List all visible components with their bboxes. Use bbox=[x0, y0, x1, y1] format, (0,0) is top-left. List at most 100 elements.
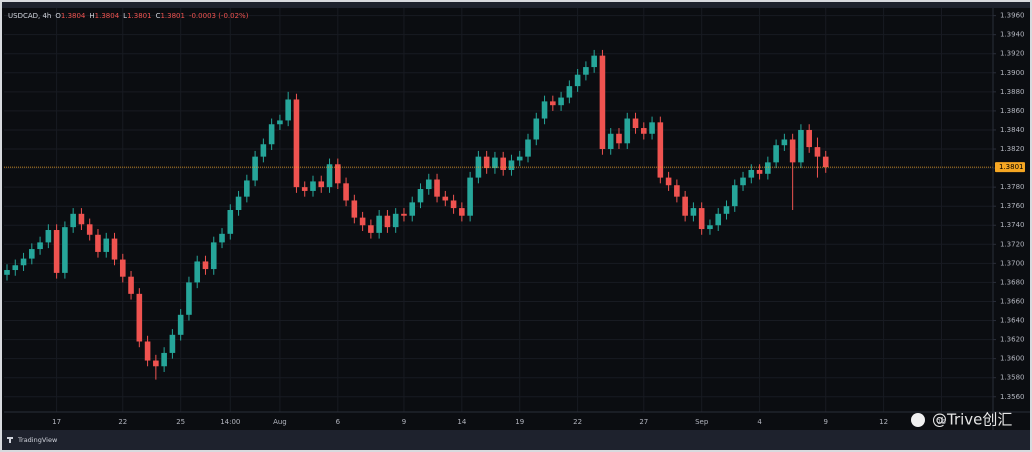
header-item: O bbox=[55, 12, 61, 20]
header: USDCAD, 4h O1.3804 H1.3804 L1.3801 C1.3801 -0… bbox=[8, 12, 249, 20]
header-item: 1.3801 bbox=[160, 12, 185, 20]
header-item: L bbox=[123, 12, 127, 20]
candle-body bbox=[227, 210, 234, 234]
watermark-icon bbox=[911, 413, 925, 427]
x-tick-label: 12 bbox=[879, 418, 888, 426]
candle-body bbox=[70, 213, 76, 228]
x-tick-label: 22 bbox=[573, 418, 582, 426]
candle-body bbox=[574, 74, 581, 87]
candle-body bbox=[301, 187, 308, 191]
brand-logo bbox=[7, 437, 13, 443]
candle-body bbox=[541, 101, 548, 119]
x-tick-label: 9 bbox=[402, 418, 406, 426]
candle-body bbox=[781, 139, 788, 146]
candle-body bbox=[773, 145, 779, 163]
candle-body bbox=[260, 144, 267, 157]
x-tick-label: 4 bbox=[757, 418, 762, 426]
candle-body bbox=[161, 352, 167, 367]
candle-body bbox=[566, 86, 573, 98]
x-tick-label: 25 bbox=[176, 418, 185, 426]
candle-body bbox=[632, 118, 639, 129]
candle-body bbox=[550, 101, 556, 106]
candle-body bbox=[392, 213, 399, 228]
x-tick-label: 17 bbox=[52, 418, 61, 426]
y-tick-label: 1.3680 bbox=[1000, 278, 1025, 286]
candle-body bbox=[616, 133, 622, 144]
candle-body bbox=[53, 230, 60, 273]
candle-body bbox=[95, 234, 101, 252]
candle-body bbox=[62, 227, 68, 273]
candle-body bbox=[335, 164, 341, 184]
watermark: @Trive创汇 bbox=[932, 411, 1012, 429]
header-item: 1.3801 bbox=[127, 12, 152, 20]
header-item: H bbox=[89, 12, 94, 20]
candle-body bbox=[384, 215, 391, 228]
candle-body bbox=[409, 202, 416, 216]
candle-body bbox=[822, 156, 829, 168]
candle-body bbox=[756, 169, 763, 174]
candle-body bbox=[45, 230, 52, 243]
candle-body bbox=[715, 213, 722, 226]
candle-body bbox=[806, 129, 812, 148]
candle-body bbox=[285, 99, 291, 121]
header-item: C bbox=[156, 12, 161, 20]
candle-body bbox=[698, 208, 705, 230]
candle-body bbox=[12, 265, 19, 271]
candle-body bbox=[343, 183, 349, 201]
y-tick-label: 1.3560 bbox=[1000, 393, 1025, 401]
y-tick-label: 1.3920 bbox=[1000, 50, 1025, 58]
top-bar bbox=[2, 2, 1030, 8]
y-tick-label: 1.3780 bbox=[1000, 183, 1025, 191]
candle-body bbox=[252, 156, 258, 181]
candle-body bbox=[442, 196, 449, 201]
candle-body bbox=[20, 258, 27, 266]
candle-body bbox=[235, 196, 242, 210]
candle-body bbox=[293, 99, 300, 188]
x-tick-label: 16 bbox=[937, 418, 946, 426]
candle-body bbox=[153, 360, 159, 367]
y-tick-label: 1.3880 bbox=[1000, 88, 1025, 96]
y-tick-label: 1.3580 bbox=[1000, 374, 1025, 382]
candle-body bbox=[359, 217, 366, 226]
candle-body bbox=[186, 282, 192, 315]
y-tick-label: 1.3840 bbox=[1000, 126, 1025, 134]
y-tick-label: 1.3760 bbox=[1000, 202, 1025, 210]
candle-body bbox=[202, 261, 209, 270]
candle-body bbox=[425, 179, 432, 190]
header-item: USDCAD, 4h bbox=[8, 12, 51, 20]
candle-body bbox=[731, 185, 738, 207]
last-price-label: 1.3801 bbox=[999, 163, 1024, 171]
x-tick-label: Aug bbox=[273, 418, 287, 426]
candle-body bbox=[368, 225, 374, 233]
x-tick-label: 22 bbox=[118, 418, 127, 426]
x-tick-label: 19 bbox=[515, 418, 524, 426]
candle-body bbox=[674, 185, 680, 197]
candle-body bbox=[789, 139, 796, 163]
candle-body bbox=[318, 181, 325, 188]
candle-body bbox=[219, 233, 225, 243]
candle-body bbox=[682, 196, 688, 216]
candle-body bbox=[707, 225, 713, 230]
candle-body bbox=[244, 180, 250, 197]
x-tick-label: 14:00 bbox=[220, 418, 240, 426]
candle-body bbox=[194, 261, 201, 283]
candle-body bbox=[417, 189, 424, 203]
candle-body bbox=[177, 314, 184, 335]
candle-body bbox=[765, 162, 771, 174]
candle-body bbox=[277, 120, 283, 125]
y-tick-label: 1.3740 bbox=[1000, 221, 1025, 229]
candle-body bbox=[268, 124, 275, 145]
candle-body bbox=[169, 334, 176, 353]
header-item: 1.3804 bbox=[95, 12, 120, 20]
candle-body bbox=[740, 177, 746, 186]
candle-body bbox=[450, 200, 457, 209]
candle-body bbox=[492, 157, 498, 169]
y-tick-label: 1.3640 bbox=[1000, 317, 1025, 325]
candle-body bbox=[4, 270, 10, 275]
candle-body bbox=[86, 224, 93, 235]
candle-body bbox=[78, 213, 85, 225]
candle-body bbox=[591, 55, 597, 68]
header-item: -0.0003 (-0.02%) bbox=[189, 12, 249, 20]
candle-body bbox=[657, 122, 664, 178]
y-tick-label: 1.3620 bbox=[1000, 336, 1025, 344]
